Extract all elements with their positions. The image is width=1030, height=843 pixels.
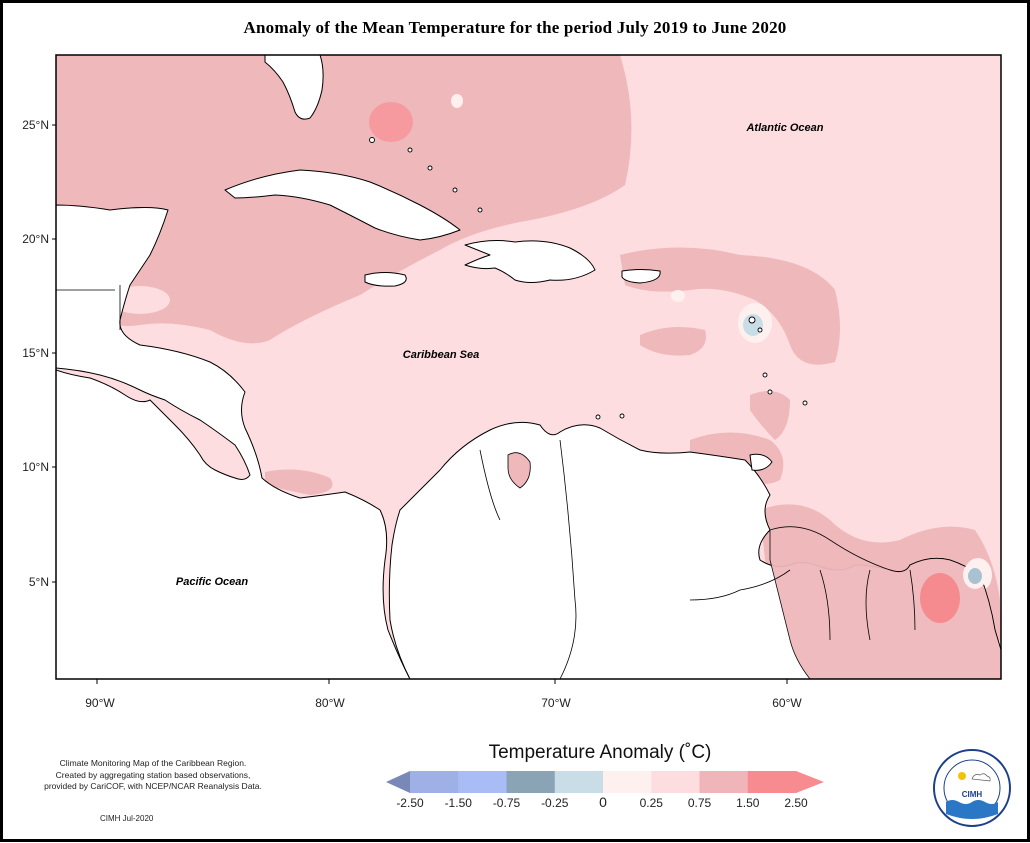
colorbar-segment xyxy=(506,771,556,793)
footnote-line: Climate Monitoring Map of the Caribbean … xyxy=(59,758,247,768)
lat-tick-label: 5°N xyxy=(29,575,49,589)
footnote-line: provided by CariCOF, with NCEP/NCAR Rean… xyxy=(44,781,262,791)
lat-tick-label: 15°N xyxy=(22,346,49,360)
land-island xyxy=(802,400,808,406)
colorbar-tick-label: 0.25 xyxy=(640,796,664,810)
cloud-icon xyxy=(971,773,991,782)
anomaly-zone-lake-maracaibo xyxy=(507,452,531,489)
lon-tick-label: 90°W xyxy=(85,696,115,710)
colorbar-segment xyxy=(699,771,749,793)
colorbar-tick-label: 0 xyxy=(599,794,607,810)
lon-tick-label: 80°W xyxy=(315,696,345,710)
footnote-line: Created by aggregating station based obs… xyxy=(55,769,251,780)
label-pacific-ocean: Pacific Ocean xyxy=(176,576,248,588)
colorbar-segment xyxy=(651,771,700,793)
colorbar-tick-label: -1.50 xyxy=(445,796,473,810)
land-island xyxy=(407,147,413,153)
anomaly-neutral-spot xyxy=(671,290,685,302)
lat-tick-label: 20°N xyxy=(22,232,49,246)
land-island xyxy=(452,187,458,193)
anomaly-cool-coast xyxy=(968,568,982,584)
colorbar-end-high xyxy=(796,771,824,793)
wave-icon xyxy=(946,800,998,819)
colorbar-tick-label: -0.25 xyxy=(541,796,569,810)
colorbar-tick-label: -0.75 xyxy=(493,796,521,810)
land-island xyxy=(369,137,375,143)
label-atlantic-ocean: Atlantic Ocean xyxy=(745,122,823,134)
colorbar-segment xyxy=(410,771,459,793)
land-puerto-rico xyxy=(621,269,661,284)
cimh-logo: CIMH xyxy=(933,749,1011,827)
sun-icon xyxy=(958,772,966,780)
anomaly-zone-windward xyxy=(750,391,790,440)
land-island xyxy=(619,413,625,419)
colorbar-tick-label: 1.50 xyxy=(736,796,760,810)
colorbar-tick-label: 2.50 xyxy=(784,796,808,810)
legend-colorbar xyxy=(386,771,824,793)
colorbar-segment xyxy=(458,771,507,793)
colorbar-end-low xyxy=(386,771,410,793)
anomaly-hotspot-french-guiana xyxy=(920,573,960,623)
border-line xyxy=(819,569,831,641)
colorbar-segment xyxy=(603,771,652,793)
land-jamaica xyxy=(364,272,407,287)
land-island xyxy=(595,414,601,420)
logo-text: CIMH xyxy=(962,790,983,799)
land-florida xyxy=(264,55,324,120)
land-trinidad xyxy=(749,453,773,471)
credit-text: CIMH Jul-2020 xyxy=(100,814,154,823)
land-hispaniola xyxy=(464,240,596,283)
colorbar-tick-label: 0.75 xyxy=(688,796,712,810)
label-caribbean-sea: Caribbean Sea xyxy=(403,349,479,361)
land-island xyxy=(762,372,768,378)
border-line xyxy=(865,569,871,641)
anomaly-zone-antilles xyxy=(620,247,840,365)
land-cuba xyxy=(224,169,461,241)
anomaly-hotspot-bahamas xyxy=(369,102,413,142)
footnote: Climate Monitoring Map of the Caribbean … xyxy=(22,758,284,793)
border-line xyxy=(559,439,577,679)
land-island xyxy=(757,327,763,333)
lat-tick-label: 10°N xyxy=(22,460,49,474)
lat-tick-label: 25°N xyxy=(22,118,49,132)
anomaly-neutral-spot xyxy=(451,94,463,108)
map-title: Anomaly of the Mean Temperature for the … xyxy=(243,18,787,37)
land-guianas-anomaly xyxy=(769,526,1001,679)
land-island xyxy=(748,316,756,324)
anomaly-zone-puertorico xyxy=(640,326,706,356)
border-line xyxy=(689,569,791,601)
map-border xyxy=(55,54,1002,680)
land-island xyxy=(477,207,483,213)
lon-tick-label: 60°W xyxy=(772,696,802,710)
land-island xyxy=(767,389,773,395)
colorbar-segment xyxy=(554,771,604,793)
anomaly-zone-centralamerica xyxy=(265,469,333,495)
land-island xyxy=(427,165,433,171)
border-line xyxy=(479,449,501,521)
legend-title: Temperature Anomaly (˚C) xyxy=(488,742,712,763)
lon-tick-label: 70°W xyxy=(541,696,571,710)
border-line xyxy=(909,569,916,631)
colorbar-segment xyxy=(747,771,797,793)
colorbar-tick-label: -2.50 xyxy=(396,796,424,810)
